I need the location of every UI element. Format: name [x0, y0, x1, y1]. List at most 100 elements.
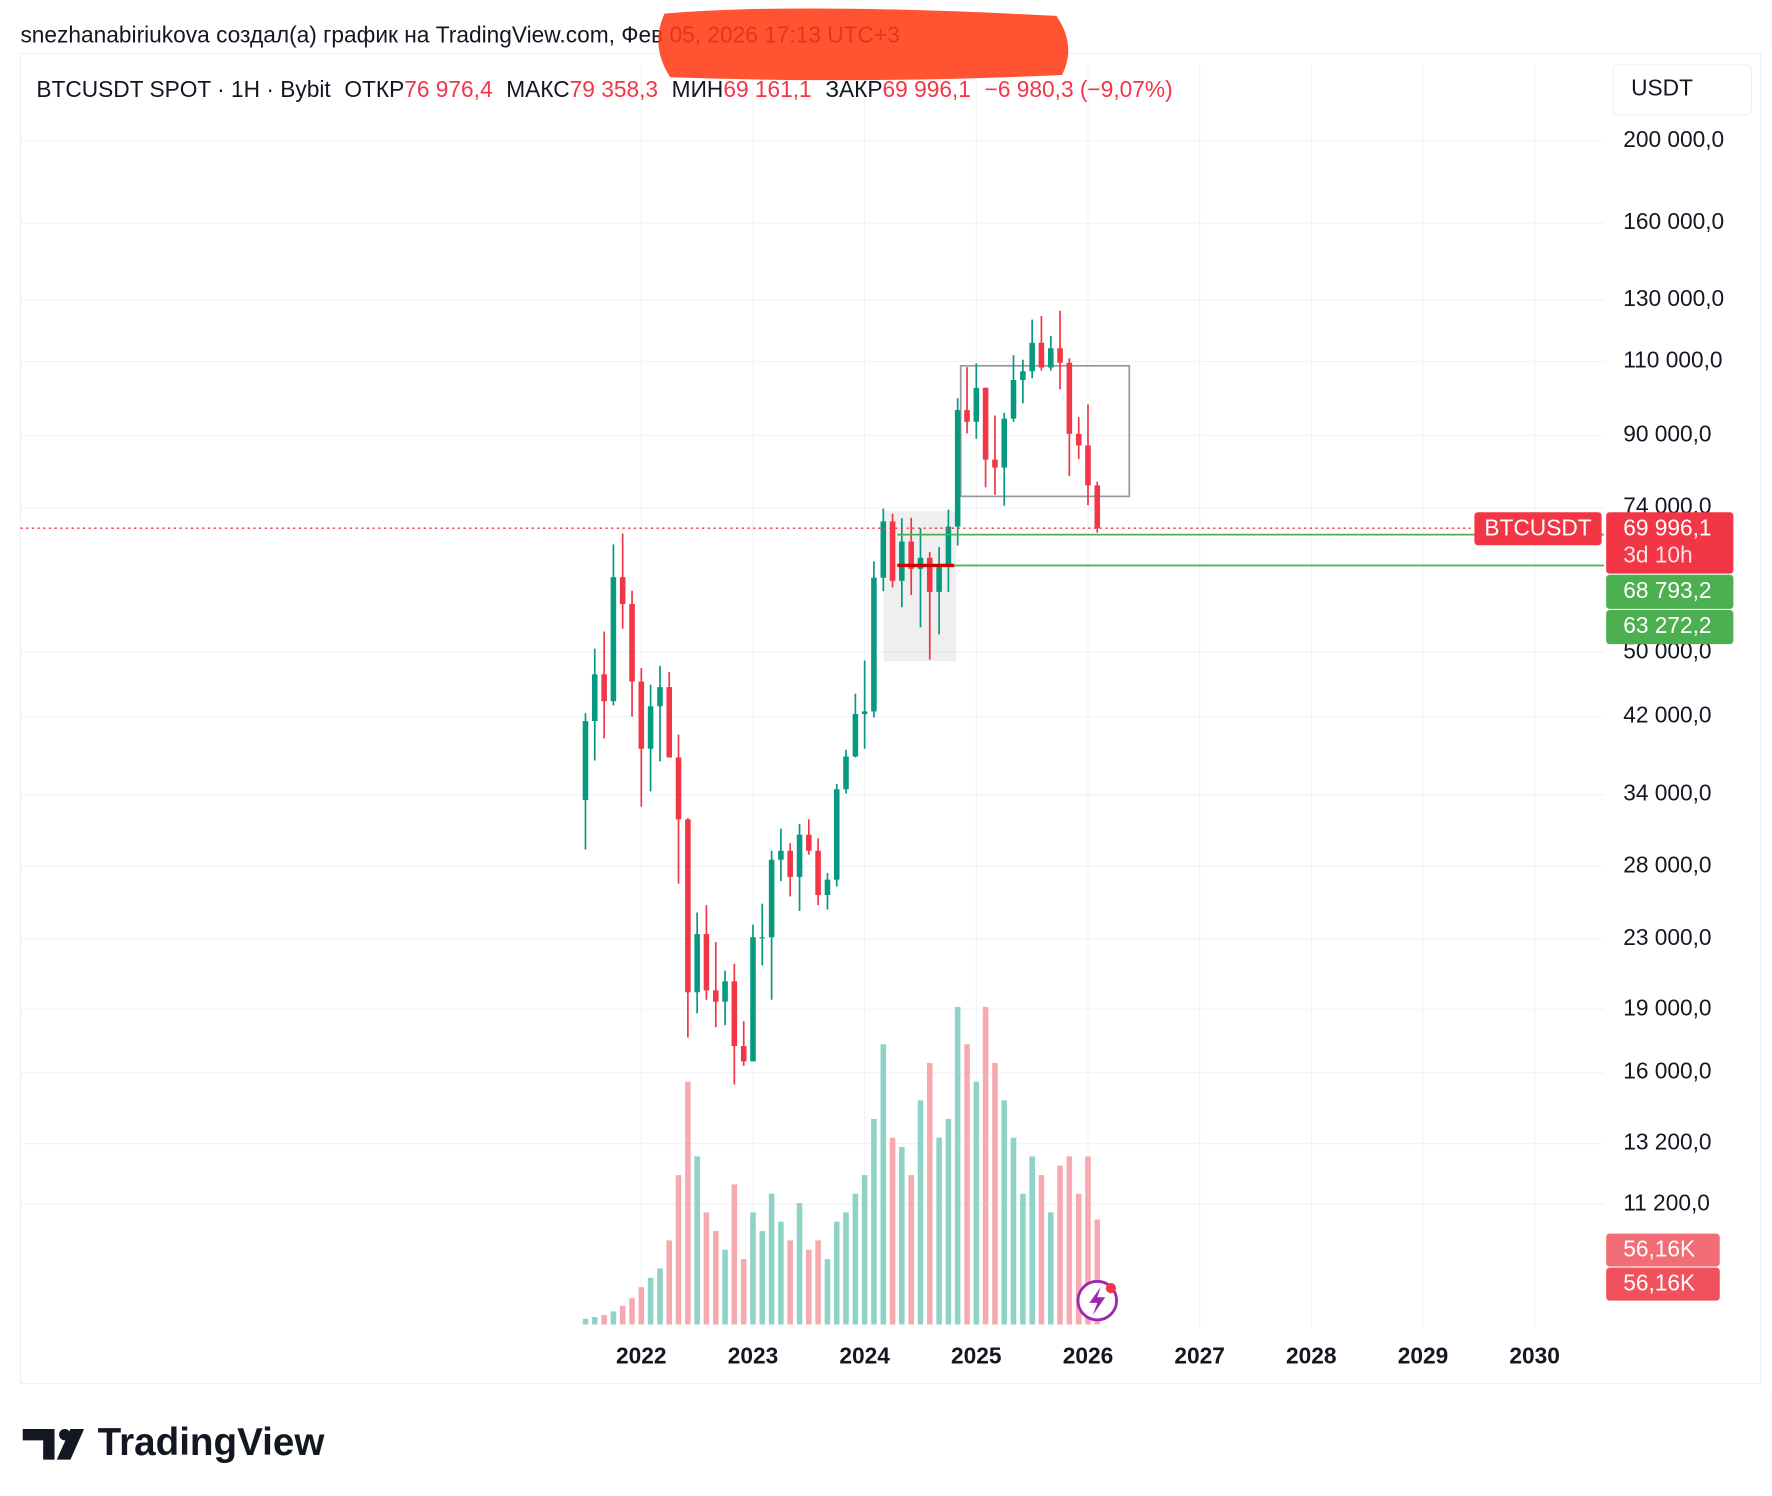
volume-bar: [861, 1175, 868, 1325]
volume-bar: [703, 1212, 710, 1325]
volume-bar: [657, 1268, 663, 1325]
volume-bar: [685, 1081, 691, 1325]
candle-body: [1066, 362, 1073, 434]
y-tick-label: 28 000,0: [1623, 851, 1711, 877]
candle-body: [601, 674, 607, 702]
candle-body: [740, 1046, 747, 1062]
volume-bar: [824, 1259, 831, 1325]
volume-bar: [591, 1316, 598, 1325]
symbol-tag: [1474, 512, 1602, 546]
legend-item: 76 976,4: [404, 76, 492, 102]
level-label: 63 272,2: [1623, 612, 1711, 638]
volume-bar: [815, 1240, 821, 1325]
candle-body: [936, 565, 942, 592]
candle-body: [582, 721, 589, 801]
y-tick-label: 42 000,0: [1623, 702, 1711, 728]
volume-bar: [1066, 1156, 1073, 1325]
candle-body: [1020, 371, 1026, 380]
candle-body: [1094, 485, 1101, 529]
y-tick-label: 23 000,0: [1623, 924, 1711, 950]
candle-body: [1029, 342, 1035, 372]
legend-item: BTCUSDT SPOT · 1H · Bybit: [36, 76, 331, 102]
candle-body: [1010, 379, 1017, 419]
candle-body: [833, 789, 840, 880]
last-price-tag: [1606, 512, 1734, 574]
y-tick-label: 34 000,0: [1623, 780, 1711, 806]
legend-item: ОТКР: [344, 76, 404, 102]
y-tick-label: 16 000,0: [1623, 1058, 1711, 1084]
candle-body: [815, 850, 821, 896]
candle-body: [1075, 433, 1082, 446]
legend-item: МАКС: [506, 76, 569, 102]
volume-bar: [1010, 1137, 1017, 1325]
volume-bar: [1029, 1156, 1035, 1325]
candle-body: [843, 756, 849, 790]
volume-bar: [852, 1193, 859, 1325]
volume-bar: [629, 1298, 635, 1325]
candle-body: [778, 850, 784, 860]
candle-body: [954, 410, 961, 527]
x-tick-label: 2022: [616, 1342, 667, 1368]
level-label: 68 793,2: [1623, 577, 1711, 603]
brand: TradingView: [98, 1421, 326, 1464]
volume-bar: [675, 1175, 682, 1325]
x-tick-label: 2029: [1398, 1342, 1449, 1368]
ohlc-legend: BTCUSDT SPOT · 1H · Bybit ОТКР 76 976,4 МАК…: [36, 76, 1172, 102]
currency-button[interactable]: [1612, 64, 1753, 116]
y-tick-label: 13 200,0: [1623, 1129, 1711, 1155]
volume-bar: [908, 1175, 914, 1325]
legend-item: МИН: [672, 76, 724, 102]
x-tick-label: 2025: [951, 1342, 1002, 1368]
candle-body: [1038, 342, 1045, 368]
candle-body: [973, 387, 980, 422]
candle-body: [871, 577, 877, 712]
volume-bar: [982, 1006, 989, 1325]
candle-body: [796, 834, 803, 877]
volume-bar: [806, 1249, 812, 1325]
volume-bar: [619, 1305, 626, 1325]
range-box: [959, 364, 1131, 498]
candle-body: [806, 834, 812, 851]
candle-body: [619, 577, 626, 604]
candle-body: [787, 850, 793, 877]
candle-body: [992, 459, 998, 468]
volume-bar: [796, 1203, 803, 1325]
level-tag: [1606, 609, 1734, 645]
candle-body: [685, 819, 691, 993]
volume-bar: [713, 1231, 719, 1325]
candle-body: [926, 557, 933, 592]
volume-tag-label: 56,16K: [1623, 1236, 1695, 1262]
volume-bar: [750, 1212, 756, 1325]
candle-body: [647, 706, 654, 749]
volume-bar: [647, 1277, 654, 1325]
volume-bar: [1085, 1156, 1091, 1325]
volume-bar: [917, 1100, 924, 1325]
volume-pane: [582, 1006, 1101, 1325]
symbol-tag-label: BTCUSDT: [1484, 514, 1591, 540]
candle-body: [759, 937, 766, 939]
volume-bar: [926, 1062, 933, 1325]
indicator-icon[interactable]: [1076, 1279, 1119, 1322]
volume-bar: [1020, 1193, 1026, 1325]
x-tick-label: 2027: [1174, 1342, 1225, 1368]
volume-tag: [1606, 1233, 1720, 1267]
volume-bar: [601, 1315, 607, 1325]
candle-body: [675, 757, 682, 820]
candle-body: [1085, 445, 1091, 486]
legend-item: −6 980,3 (−9,07%): [985, 76, 1173, 102]
candle-body: [917, 557, 924, 569]
candle-body: [852, 714, 859, 757]
volume-bar: [1057, 1165, 1063, 1325]
candle-body: [982, 387, 989, 460]
candle-body: [703, 934, 710, 991]
y-tick-label: 110 000,0: [1623, 346, 1722, 372]
volume-bar: [731, 1184, 738, 1325]
level-tag: [1606, 574, 1734, 609]
candle-body: [750, 937, 756, 1062]
volume-bar: [740, 1259, 747, 1325]
countdown-label: 3d 10h: [1623, 542, 1692, 568]
candle-body: [638, 681, 645, 749]
volume-bar: [759, 1231, 766, 1325]
